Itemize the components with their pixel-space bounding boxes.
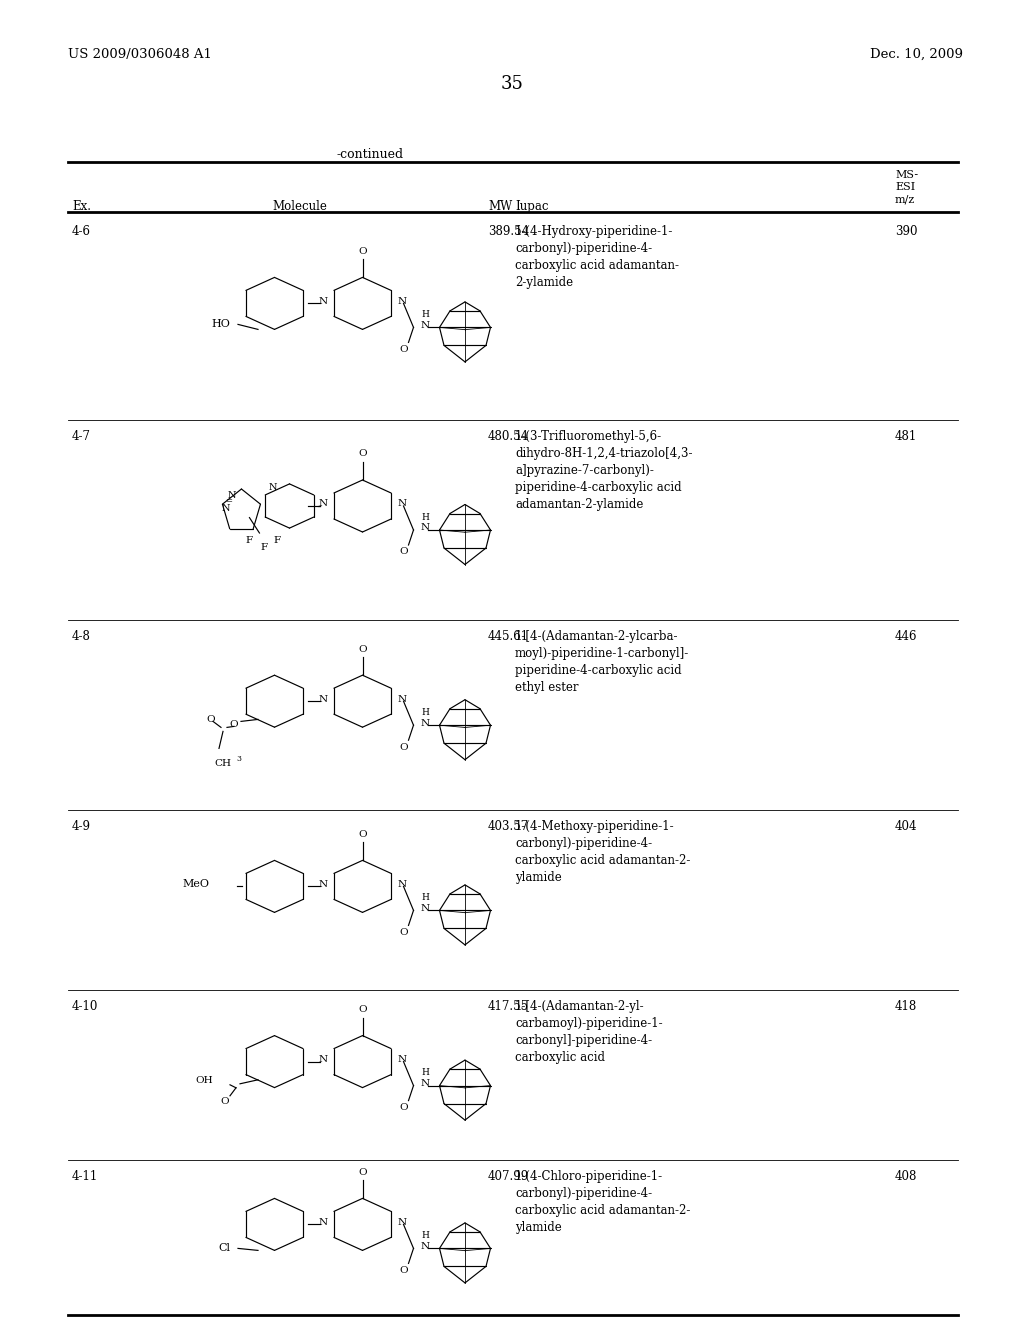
Text: US 2009/0306048 A1: US 2009/0306048 A1 bbox=[68, 48, 212, 61]
Text: 408: 408 bbox=[895, 1170, 918, 1183]
Text: Cl: Cl bbox=[218, 1243, 230, 1254]
Text: O: O bbox=[229, 719, 238, 729]
Text: HO: HO bbox=[211, 319, 230, 330]
Text: O: O bbox=[399, 1104, 408, 1111]
Text: 1-(4-Chloro-piperidine-1-
carbonyl)-piperidine-4-
carboxylic acid adamantan-2-
y: 1-(4-Chloro-piperidine-1- carbonyl)-pipe… bbox=[515, 1170, 690, 1234]
Text: N: N bbox=[397, 499, 407, 508]
Text: N: N bbox=[421, 1242, 429, 1251]
Text: 1-(3-Trifluoromethyl-5,6-
dihydro-8H-1,2,4-triazolo[4,3-
a]pyrazine-7-carbonyl)-: 1-(3-Trifluoromethyl-5,6- dihydro-8H-1,2… bbox=[515, 430, 692, 511]
Text: O: O bbox=[399, 928, 408, 937]
Text: 407.99: 407.99 bbox=[488, 1170, 529, 1183]
Text: N: N bbox=[397, 880, 407, 888]
Text: N: N bbox=[318, 499, 328, 508]
Text: N: N bbox=[318, 1218, 328, 1226]
Text: 4-9: 4-9 bbox=[72, 820, 91, 833]
Text: N: N bbox=[227, 491, 236, 500]
Text: O: O bbox=[358, 1168, 367, 1177]
Text: O: O bbox=[399, 345, 408, 354]
Text: O: O bbox=[358, 644, 367, 653]
Text: MeO: MeO bbox=[182, 879, 210, 890]
Text: H: H bbox=[422, 1232, 429, 1239]
Text: 1-(4-Methoxy-piperidine-1-
carbonyl)-piperidine-4-
carboxylic acid adamantan-2-
: 1-(4-Methoxy-piperidine-1- carbonyl)-pip… bbox=[515, 820, 690, 884]
Text: 417.55: 417.55 bbox=[488, 1001, 529, 1012]
Text: O: O bbox=[207, 715, 215, 723]
Text: O: O bbox=[399, 743, 408, 751]
Text: 389.54: 389.54 bbox=[488, 224, 529, 238]
Text: MW: MW bbox=[488, 201, 512, 213]
Text: H: H bbox=[422, 1068, 429, 1077]
Text: OH: OH bbox=[196, 1076, 213, 1085]
Text: O: O bbox=[358, 1005, 367, 1014]
Text: H: H bbox=[422, 310, 429, 319]
Text: 480.54: 480.54 bbox=[488, 430, 529, 444]
Text: O: O bbox=[358, 247, 367, 256]
Text: 446: 446 bbox=[895, 630, 918, 643]
Text: H: H bbox=[422, 892, 429, 902]
Text: O: O bbox=[399, 548, 408, 557]
Text: N: N bbox=[318, 1055, 328, 1064]
Text: 4-8: 4-8 bbox=[72, 630, 91, 643]
Text: N: N bbox=[421, 1078, 429, 1088]
Text: O: O bbox=[358, 830, 367, 840]
Text: =: = bbox=[225, 498, 232, 506]
Text: N: N bbox=[318, 694, 328, 704]
Text: N: N bbox=[421, 904, 429, 913]
Text: 481: 481 bbox=[895, 430, 918, 444]
Text: -continued: -continued bbox=[337, 148, 403, 161]
Text: 4-11: 4-11 bbox=[72, 1170, 98, 1183]
Text: O: O bbox=[221, 1097, 229, 1106]
Text: Dec. 10, 2009: Dec. 10, 2009 bbox=[870, 48, 963, 61]
Text: 418: 418 bbox=[895, 1001, 918, 1012]
Text: 445.61: 445.61 bbox=[488, 630, 529, 643]
Text: N: N bbox=[318, 297, 328, 306]
Text: m/z: m/z bbox=[895, 194, 915, 205]
Text: F: F bbox=[273, 536, 281, 545]
Text: MS-: MS- bbox=[895, 170, 919, 180]
Text: H: H bbox=[422, 708, 429, 717]
Text: Ex.: Ex. bbox=[72, 201, 91, 213]
Text: N: N bbox=[421, 524, 429, 532]
Text: 390: 390 bbox=[895, 224, 918, 238]
Text: 35: 35 bbox=[501, 75, 523, 92]
Text: 1-[4-(Adamantan-2-ylcarba-
moyl)-piperidine-1-carbonyl]-
piperidine-4-carboxylic: 1-[4-(Adamantan-2-ylcarba- moyl)-piperid… bbox=[515, 630, 689, 694]
Text: N: N bbox=[268, 483, 276, 492]
Text: N: N bbox=[397, 1218, 407, 1226]
Text: F: F bbox=[261, 543, 268, 552]
Text: O: O bbox=[358, 450, 367, 458]
Text: N: N bbox=[221, 504, 229, 513]
Text: O: O bbox=[399, 1266, 408, 1275]
Text: N: N bbox=[397, 1055, 407, 1064]
Text: 1-(4-Hydroxy-piperidine-1-
carbonyl)-piperidine-4-
carboxylic acid adamantan-
2-: 1-(4-Hydroxy-piperidine-1- carbonyl)-pip… bbox=[515, 224, 679, 289]
Text: N: N bbox=[397, 297, 407, 306]
Text: F: F bbox=[246, 536, 253, 545]
Text: ESI: ESI bbox=[895, 182, 915, 191]
Text: 403.57: 403.57 bbox=[488, 820, 529, 833]
Text: H: H bbox=[422, 512, 429, 521]
Text: N: N bbox=[397, 694, 407, 704]
Text: N: N bbox=[318, 880, 328, 888]
Text: Molecule: Molecule bbox=[272, 201, 328, 213]
Text: N: N bbox=[421, 321, 429, 330]
Text: 4-10: 4-10 bbox=[72, 1001, 98, 1012]
Text: 1-[4-(Adamantan-2-yl-
carbamoyl)-piperidine-1-
carbonyl]-piperidine-4-
carboxyli: 1-[4-(Adamantan-2-yl- carbamoyl)-piperid… bbox=[515, 1001, 663, 1064]
Text: 4-7: 4-7 bbox=[72, 430, 91, 444]
Text: CH: CH bbox=[214, 759, 231, 768]
Text: 3: 3 bbox=[237, 755, 242, 763]
Text: 404: 404 bbox=[895, 820, 918, 833]
Text: Iupac: Iupac bbox=[515, 201, 549, 213]
Text: N: N bbox=[421, 718, 429, 727]
Text: 4-6: 4-6 bbox=[72, 224, 91, 238]
